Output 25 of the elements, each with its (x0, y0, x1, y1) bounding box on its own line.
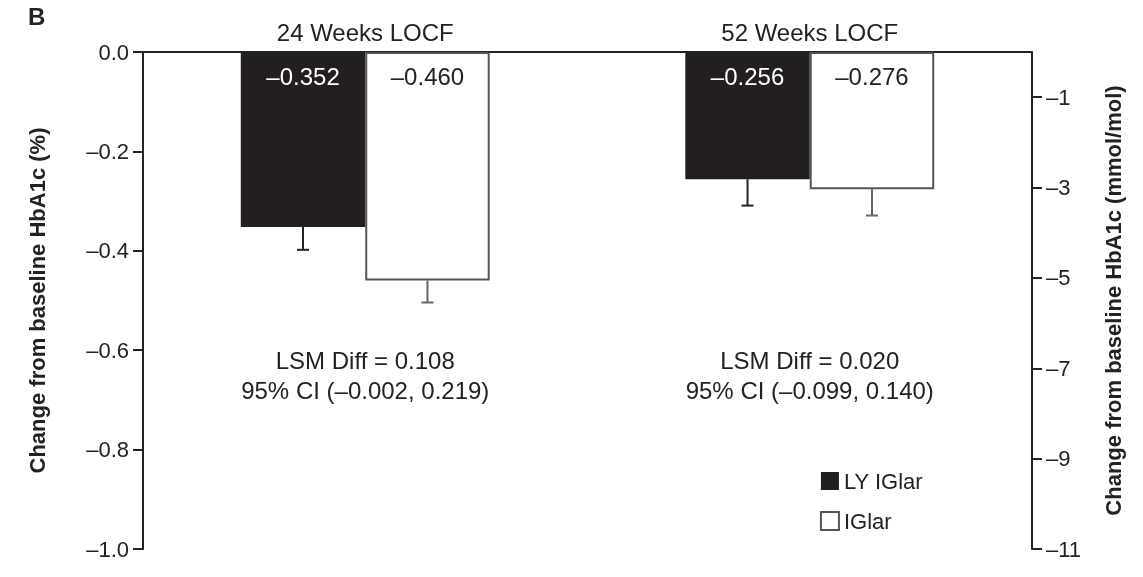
annotation: LSM Diff = 0.020 95% CI (–0.099, 0.140) (685, 346, 934, 404)
y-axis-title: Change from baseline HbA1c (%) (24, 127, 50, 474)
y2-axis-title: Change from baseline HbA1c (mmol/mol) (1100, 85, 1126, 516)
y-tick-label: –1.0 (86, 536, 129, 562)
y2-tick-label: –9 (1046, 446, 1071, 472)
y2-tick-label: –3 (1046, 175, 1071, 201)
y2-tick-label: –7 (1046, 355, 1071, 381)
annotation: LSM Diff = 0.108 95% CI (–0.002, 0.219) (241, 346, 490, 404)
y2-tick-label: –11 (1046, 536, 1082, 562)
legend-label: LY IGlar (843, 468, 923, 494)
data-label: –0.352 (266, 62, 340, 90)
data-label: –0.460 (390, 62, 465, 90)
text: B (28, 2, 46, 30)
y-tick-label: 0.0 (98, 39, 129, 65)
y2-tick-label: –1 (1046, 84, 1071, 110)
legend-label: IGlar (843, 508, 892, 534)
x-tick-label: 24 Weeks LOCF (276, 18, 454, 46)
data-label: –0.276 (835, 62, 909, 90)
y-tick-label: –0.2 (86, 138, 129, 164)
y-tick-label: –0.8 (86, 437, 129, 463)
y-tick-label: –0.4 (86, 238, 129, 264)
y2-tick-label: –5 (1046, 265, 1071, 291)
y-tick-label: –0.6 (86, 337, 129, 363)
x-tick-label: 52 Weeks LOCF (721, 18, 899, 46)
data-label: –0.256 (710, 62, 785, 90)
